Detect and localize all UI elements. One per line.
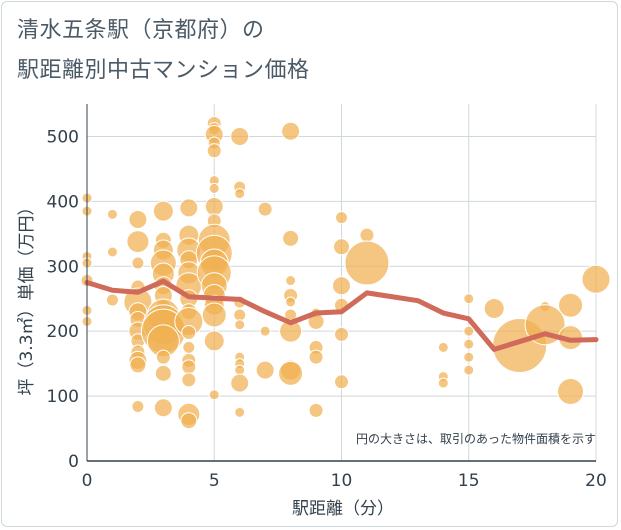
y-tick-label: 400	[47, 192, 79, 212]
data-point	[463, 364, 475, 376]
data-point	[334, 326, 349, 342]
data-point	[333, 238, 350, 256]
data-point	[181, 372, 197, 388]
chart-title-line-1: 清水五条駅（京都府）の	[17, 18, 265, 43]
data-point	[257, 201, 273, 217]
data-point	[181, 324, 197, 340]
data-point	[332, 276, 351, 296]
x-tick-label: 20	[585, 471, 607, 491]
bubble-size-note: 円の大きさは、取引のあった物件面積を示す	[356, 431, 596, 446]
data-point	[106, 246, 118, 258]
data-point	[204, 197, 224, 217]
data-point	[106, 208, 118, 220]
trend-line-series	[84, 278, 599, 352]
data-point	[233, 308, 247, 322]
data-point	[308, 402, 324, 418]
x-axis-title: 駅距離（分）	[292, 499, 394, 519]
axes	[86, 104, 596, 462]
data-point	[206, 143, 222, 159]
data-point	[230, 126, 250, 146]
data-point	[128, 210, 148, 230]
bubble-series	[80, 115, 611, 430]
data-point	[154, 364, 172, 382]
x-tick-label: 5	[209, 471, 220, 491]
y-tick-label: 100	[47, 387, 79, 407]
trend-line	[84, 278, 599, 352]
y-tick-label: 500	[47, 127, 79, 147]
data-point	[131, 399, 145, 413]
data-point	[126, 230, 150, 254]
data-point	[558, 292, 584, 318]
data-point	[359, 227, 375, 243]
data-point	[152, 200, 174, 222]
y-tick-label: 300	[47, 257, 79, 277]
data-point	[153, 398, 173, 418]
data-point	[203, 330, 225, 352]
data-point	[285, 275, 297, 287]
data-point	[483, 297, 505, 319]
data-point	[155, 349, 171, 365]
data-point	[463, 325, 475, 337]
data-point	[463, 338, 475, 350]
y-tick-labels: 0 100 200 300 400 500	[47, 127, 79, 472]
data-point	[581, 264, 611, 294]
x-tick-label: 15	[458, 471, 480, 491]
data-point	[308, 349, 324, 365]
data-point	[437, 341, 449, 353]
data-point	[463, 293, 475, 305]
data-point	[208, 389, 220, 401]
x-tick-label: 0	[82, 471, 93, 491]
x-tick-label: 10	[331, 471, 353, 491]
data-point	[282, 229, 300, 247]
data-point	[344, 240, 390, 286]
y-tick-label: 200	[47, 322, 79, 342]
data-point	[230, 373, 250, 393]
data-point	[234, 406, 246, 418]
data-point	[234, 188, 246, 200]
data-point	[335, 211, 348, 225]
chart-title-line-2: 駅距離別中古マンション価格	[17, 58, 310, 83]
data-point	[557, 378, 585, 406]
data-point	[201, 302, 227, 328]
data-point	[105, 293, 119, 307]
data-point	[234, 319, 246, 331]
data-point	[129, 356, 147, 374]
data-point	[131, 256, 145, 270]
data-point	[259, 325, 271, 337]
data-point	[180, 412, 198, 430]
data-point	[278, 360, 304, 386]
data-point	[255, 360, 275, 380]
data-point	[463, 351, 475, 363]
y-tick-label: 0	[68, 452, 79, 472]
data-point	[285, 296, 297, 308]
data-point	[182, 340, 196, 354]
x-tick-labels: 0 5 10 15 20	[82, 471, 607, 491]
data-point	[208, 182, 220, 194]
data-point	[334, 374, 349, 390]
data-point	[281, 121, 301, 141]
data-point	[437, 377, 449, 389]
y-axis-title: 坪（3.3㎡）単価（万円）	[17, 198, 37, 395]
data-point	[179, 198, 199, 218]
data-point	[181, 359, 197, 375]
